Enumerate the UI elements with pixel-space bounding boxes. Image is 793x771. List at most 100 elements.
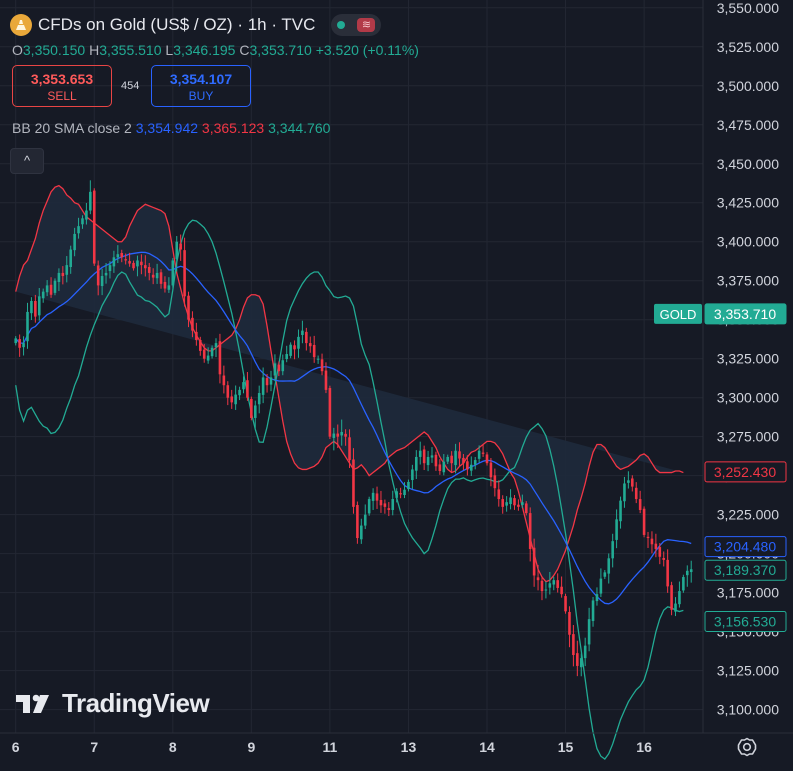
candle-body <box>548 583 552 588</box>
candle-body <box>316 358 320 360</box>
candle-body <box>536 577 540 581</box>
candle-body <box>387 508 391 510</box>
candle-body <box>328 388 332 437</box>
candle-body <box>336 433 340 437</box>
candle-body <box>104 272 108 276</box>
chart-grid <box>0 0 703 733</box>
settings-gear-icon[interactable] <box>736 736 758 758</box>
candle-body <box>155 272 159 279</box>
candle-body <box>199 339 202 351</box>
candle-body <box>289 344 292 356</box>
candle-body <box>363 514 367 526</box>
candle-body <box>167 285 171 290</box>
open-label: O <box>12 42 23 58</box>
open-value: 3,350.150 <box>22 42 86 58</box>
candlestick-series <box>14 180 693 677</box>
candle-body <box>202 349 206 359</box>
bollinger-lower-band <box>15 219 684 760</box>
candle-body <box>442 461 446 473</box>
candle-body <box>234 394 237 405</box>
candle-body <box>674 603 677 612</box>
wave-icon: ≋ <box>357 18 376 32</box>
indicator-lower-value: 3,344.760 <box>268 120 331 136</box>
indicator-name: BB 20 SMA close 2 <box>12 120 132 136</box>
candle-body <box>634 487 638 500</box>
candle-body <box>45 285 49 293</box>
candle-body <box>293 345 296 350</box>
time-tick-label: 6 <box>12 739 20 755</box>
candle-body <box>332 433 336 438</box>
price-axis[interactable]: 3,550.000 3,525.000 3,500.000 3,475.000 3,45… <box>717 0 779 718</box>
candle-body <box>301 330 304 335</box>
tradingview-logo-icon <box>16 694 49 713</box>
buy-button[interactable]: 3,354.107 BUY <box>151 65 251 107</box>
candle-body <box>312 344 316 358</box>
candle-body <box>96 265 100 286</box>
candle-body <box>261 377 265 395</box>
buy-price: 3,354.107 <box>169 71 233 87</box>
candle-body <box>230 396 234 403</box>
candle-body <box>603 572 607 577</box>
candle-body <box>528 513 532 549</box>
candle-body <box>485 454 489 464</box>
candle-body <box>206 355 210 361</box>
candle-body <box>579 658 583 668</box>
price-tick-label: 3,325.000 <box>717 351 779 367</box>
candle-body <box>348 437 351 461</box>
candle-body <box>183 250 186 297</box>
indicator-legend[interactable]: BB 20 SMA close 2 3,354.942 3,365.123 3,… <box>12 120 330 136</box>
candle-body <box>489 462 493 478</box>
buy-label: BUY <box>188 89 214 103</box>
candle-body <box>415 456 418 471</box>
candle-body <box>379 499 383 506</box>
symbol-title[interactable]: CFDs on Gold (US$ / OZ) · 1h · TVC <box>38 15 316 34</box>
candle-body <box>540 580 544 592</box>
price-label-box <box>704 559 787 581</box>
candle-body <box>340 432 343 436</box>
price-tick-label: 3,175.000 <box>717 585 779 601</box>
candle-body <box>246 380 249 398</box>
watermark-text: TradingView <box>62 688 210 718</box>
sell-button[interactable]: 3,353.653 SELL <box>12 65 112 107</box>
market-status-pill[interactable]: ≋ <box>331 14 382 36</box>
price-label-value: 3,252.430 <box>714 464 776 480</box>
collapse-legend-button[interactable]: ^ <box>10 148 44 174</box>
candle-body <box>171 260 175 286</box>
indicator-upper-value: 3,365.123 <box>201 120 265 136</box>
candle-body <box>599 578 603 594</box>
candle-body <box>473 460 477 465</box>
candle-body <box>481 452 485 454</box>
candle-body <box>434 454 438 467</box>
indicator-basis-value: 3,354.942 <box>135 120 199 136</box>
candle-body <box>89 191 92 211</box>
symbol-header[interactable]: CFDs on Gold (US$ / OZ) · 1h · TVC ≋ <box>10 14 382 36</box>
price-tick-label: 3,275.000 <box>717 429 779 445</box>
candle-body <box>265 378 269 386</box>
candle-body <box>308 343 312 347</box>
market-open-dot-icon <box>337 21 346 29</box>
candle-body <box>430 455 434 458</box>
candle-body <box>583 645 587 659</box>
candle-body <box>277 364 281 372</box>
candle-body <box>191 317 194 331</box>
candle-body <box>175 241 179 260</box>
candle-body <box>666 559 669 587</box>
candle-body <box>513 498 516 506</box>
candle-body <box>391 499 395 510</box>
candle-body <box>151 274 155 278</box>
candle-body <box>685 570 689 576</box>
candle-body <box>426 456 430 466</box>
price-tick-label: 3,475.000 <box>717 117 779 133</box>
spread-value: 454 <box>121 80 140 92</box>
low-label: L <box>165 42 174 58</box>
tradingview-watermark: TradingView <box>16 688 210 719</box>
candle-body <box>524 503 528 514</box>
candle-body <box>422 449 426 464</box>
candle-body <box>49 284 53 295</box>
candle-body <box>477 450 481 459</box>
candle-body <box>627 480 630 483</box>
time-axis[interactable]: 6 7 8 9 11 13 14 15 16 <box>12 739 652 755</box>
candle-body <box>532 547 536 576</box>
candle-body <box>595 594 599 602</box>
